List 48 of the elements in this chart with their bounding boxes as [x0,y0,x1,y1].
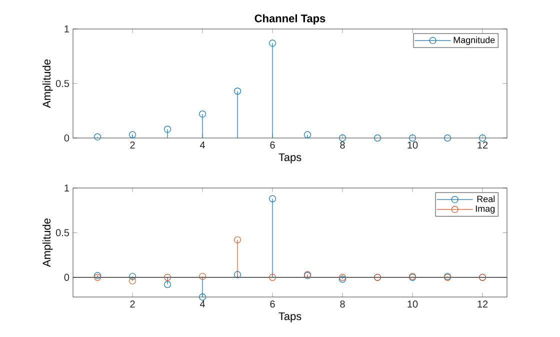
point [164,274,171,281]
point [199,110,206,118]
y-tick-label: 0 [64,134,70,142]
point [304,131,312,138]
point [164,280,171,288]
point [199,272,206,280]
x-tick-label: 6 [270,142,275,149]
x-axis-title: Taps [278,312,302,322]
point [234,271,242,278]
point [199,294,206,300]
point [234,236,242,244]
x-tick-label: 4 [200,300,205,308]
x-tick-label: 8 [340,142,345,149]
point [269,40,276,47]
legend-label: Imag [476,206,495,214]
x-axis-title: Taps [278,153,302,164]
point [339,134,346,142]
point [269,274,276,281]
legend-label: Real [477,196,495,202]
x-tick-label: 2 [130,142,135,149]
point [129,131,136,138]
y-tick-label: 0.5 [56,229,70,236]
x-tick-label: 6 [270,300,275,308]
point [409,134,416,142]
x-tick-label: 10 [408,300,418,308]
point [444,134,452,142]
point [129,277,136,284]
y-tick-label: 1 [64,26,69,32]
point [164,126,171,133]
point [479,134,486,142]
legend-label: Magnitude [454,36,495,45]
point [94,133,101,140]
point [269,195,276,202]
y-axis-title: Amplitude [42,218,53,267]
y-axis-title: Amplitude [42,60,53,108]
chart-title: Channel Taps [254,14,326,24]
point [129,272,136,280]
x-tick-label: 12 [478,300,488,308]
y-tick-label: 1 [64,184,69,192]
x-tick-label: 4 [200,142,205,148]
x-tick-label: 12 [478,142,488,149]
y-tick-label: 0.5 [56,80,70,88]
x-tick-label: 8 [340,300,345,308]
y-tick-label: 0 [64,274,70,281]
x-tick-label: 10 [408,142,418,149]
point [374,134,382,142]
point [234,88,242,95]
x-tick-label: 2 [130,300,135,308]
